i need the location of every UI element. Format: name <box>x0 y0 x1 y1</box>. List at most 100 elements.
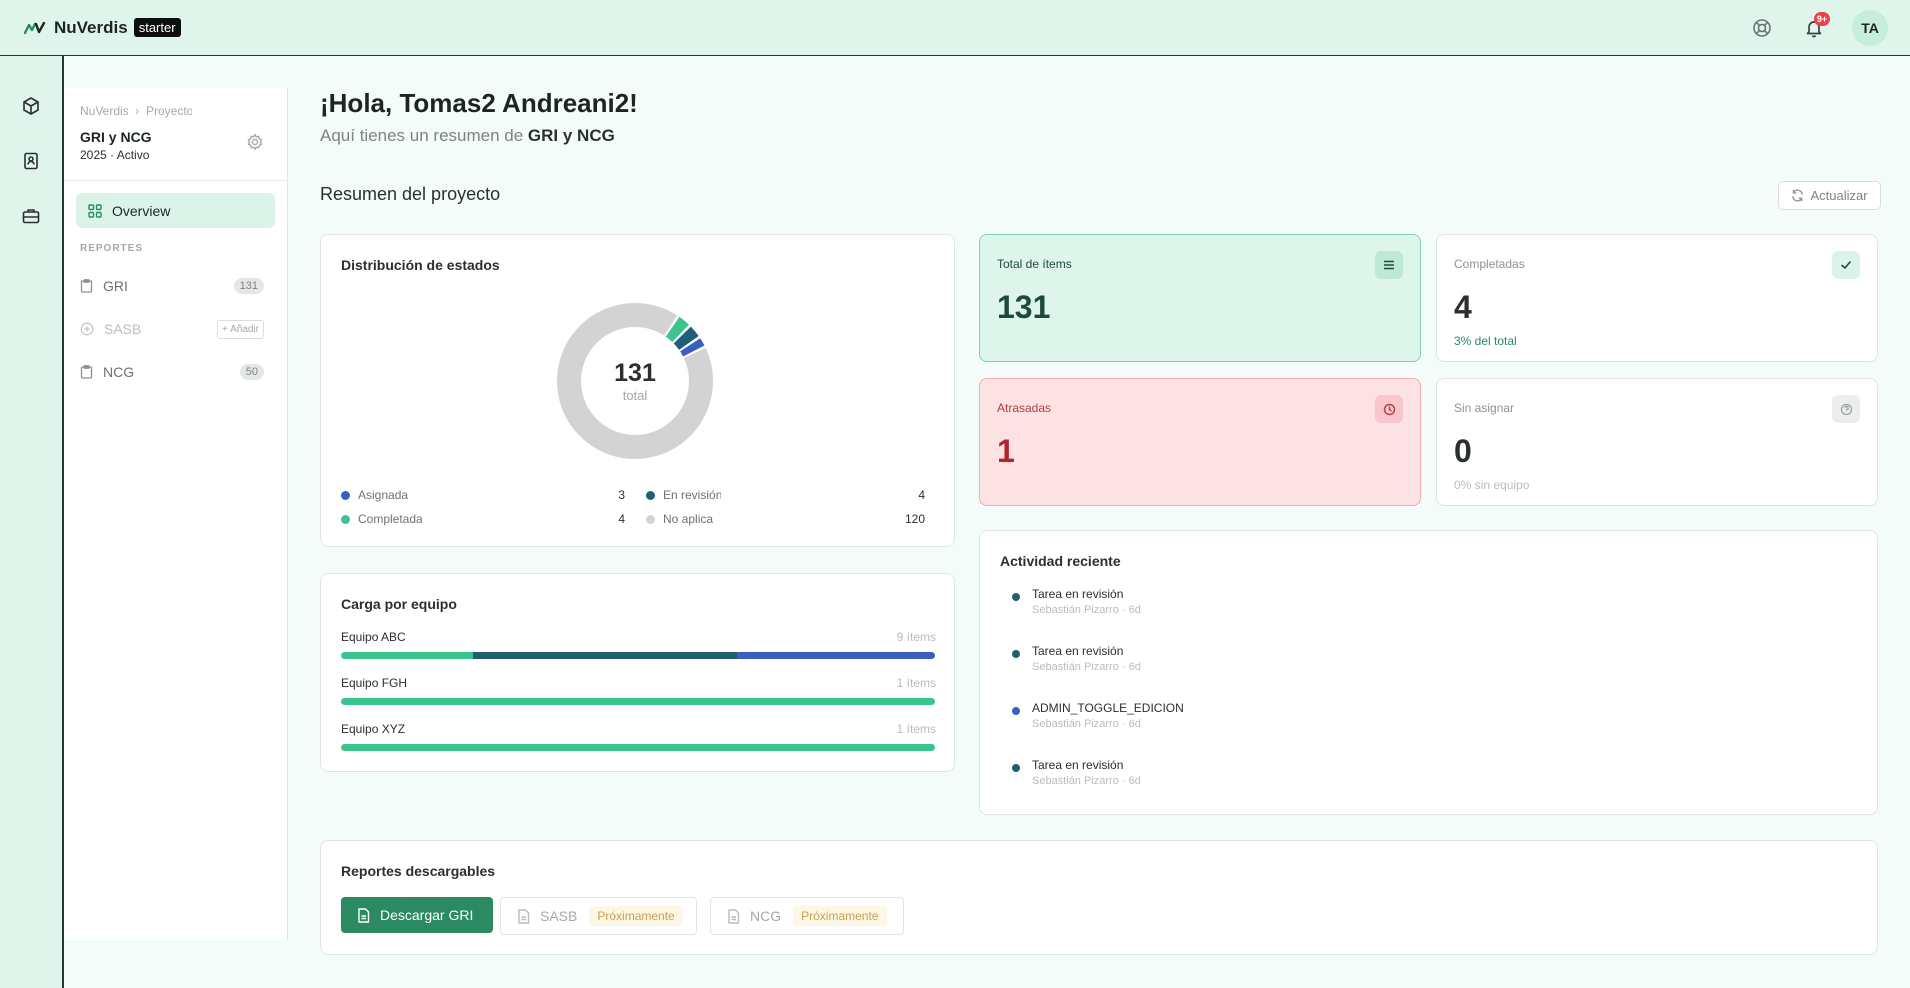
card-title: Actividad reciente <box>1000 553 1121 569</box>
team-load-bar <box>341 652 935 659</box>
plus-circle-icon <box>80 322 94 336</box>
document-icon <box>358 907 370 923</box>
brand-logo[interactable]: NuVerdis starter <box>24 18 181 38</box>
stat-label: Atrasadas <box>997 401 1052 415</box>
section-title: Resumen del proyecto <box>320 184 501 204</box>
team-name: Equipo ABC <box>341 630 406 644</box>
activity-title: Tarea en revisión <box>1032 644 1124 658</box>
download-sasb-label: SASB <box>540 908 578 924</box>
team-name: Equipo FGH <box>341 676 408 690</box>
icon-rail <box>0 56 64 988</box>
user-avatar[interactable]: TA <box>1852 10 1888 46</box>
legend-label: En revisión <box>663 488 721 502</box>
project-panel: NuVerdis › Proyectos GRI y NCG 2025 · Ac… <box>64 88 288 940</box>
legend-item-no-aplica: No aplica <box>646 512 713 526</box>
add-report-button[interactable]: + Añadir <box>217 319 264 339</box>
activity-meta: Sebastián Pizarro · 6d <box>1032 775 1141 787</box>
check-icon <box>1832 251 1860 279</box>
briefcase-icon <box>22 209 40 224</box>
rail-projects-button[interactable] <box>19 94 43 118</box>
top-bar: NuVerdis starter 9+ TA <box>0 0 1910 56</box>
legend-dot <box>646 490 655 500</box>
stat-value: 0 <box>1454 433 1472 469</box>
report-item-label: NCG <box>103 364 135 380</box>
activity-title: ADMIN_TOGGLE_EDICION <box>1032 701 1184 715</box>
report-item-label: SASB <box>104 321 142 337</box>
legend-label: Completada <box>358 512 422 526</box>
chevron-right-icon: › <box>135 104 139 118</box>
refresh-button[interactable]: Actualizar <box>1778 181 1881 210</box>
document-icon <box>518 908 530 924</box>
rail-portfolio-button[interactable] <box>19 204 43 228</box>
activity-dot <box>1012 764 1020 772</box>
legend-label: No aplica <box>663 512 713 526</box>
rail-contacts-button[interactable] <box>19 149 43 173</box>
donut-slice <box>673 326 699 351</box>
clipboard-icon <box>80 279 93 293</box>
donut-slice <box>680 338 705 357</box>
donut-slice <box>557 303 713 459</box>
subtitle-prefix: Aquí tienes un resumen de <box>320 126 524 145</box>
list-icon <box>1375 251 1403 279</box>
team-count: 1 ítems <box>896 676 936 690</box>
stat-value: 4 <box>1454 289 1472 325</box>
report-item-ncg[interactable]: NCG 50 <box>80 357 264 387</box>
card-title: Reportes descargables <box>341 863 496 879</box>
legend-value: 4 <box>618 512 625 526</box>
coming-soon-badge: Próximamente <box>589 906 683 926</box>
activity-title: Tarea en revisión <box>1032 758 1124 772</box>
help-button[interactable] <box>1748 14 1776 42</box>
refresh-icon <box>1792 189 1804 202</box>
refresh-label: Actualizar <box>1810 188 1868 203</box>
count-badge: 50 <box>239 364 264 380</box>
team-count: 1 ítems <box>896 722 936 736</box>
contact-book-icon <box>24 152 38 170</box>
page-subtitle: Aquí tienes un resumen de GRI y NCG <box>320 126 615 146</box>
breadcrumb: NuVerdis › Proyectos <box>80 104 192 118</box>
nav-overview-label: Overview <box>112 202 171 219</box>
coming-soon-badge: Próximamente <box>793 906 887 926</box>
activity-dot <box>1012 650 1020 658</box>
page-title: ¡Hola, Tomas2 Andreani2! <box>320 88 638 118</box>
donut-total-label: total <box>622 388 648 403</box>
stat-label: Completadas <box>1454 257 1525 271</box>
activity-dot <box>1012 593 1020 601</box>
stat-label: Sin asignar <box>1454 401 1515 415</box>
team-load-bar <box>341 744 935 751</box>
download-sasb-button: SASB Próximamente <box>500 897 697 935</box>
card-title: Distribución de estados <box>341 257 500 273</box>
count-badge: 131 <box>233 278 264 294</box>
team-load-card: Carga por equipo Equipo ABC 9 ítems Equi… <box>320 573 955 772</box>
activity-meta: Sebastián Pizarro · 6d <box>1032 718 1141 730</box>
legend-value: 3 <box>618 488 625 502</box>
subtitle-project: GRI y NCG <box>527 126 615 145</box>
notifications-button[interactable]: 9+ <box>1800 12 1830 42</box>
stat-foot: 3% del total <box>1454 334 1517 348</box>
nav-overview[interactable]: Overview <box>76 193 275 228</box>
report-item-gri[interactable]: GRI 131 <box>80 271 264 301</box>
download-gri-button[interactable]: Descargar GRI <box>341 897 493 933</box>
downloadable-reports-card: Reportes descargables Descargar GRI SASB… <box>320 840 1878 955</box>
panel-divider <box>64 180 288 181</box>
legend-label: Asignada <box>358 488 408 502</box>
notifications-badge: 9+ <box>1814 12 1830 26</box>
brand-name: NuVerdis <box>54 17 128 37</box>
activity-meta: Sebastián Pizarro · 6d <box>1032 604 1141 616</box>
legend-dot <box>341 490 350 500</box>
activity-list[interactable]: Tarea en revisión Sebastián Pizarro · 6d… <box>1000 587 1840 792</box>
report-item-sasb: SASB + Añadir <box>80 314 264 344</box>
breadcrumb-home-link[interactable]: NuVerdis <box>80 104 128 118</box>
team-load-segment <box>341 744 935 751</box>
legend-value: 4 <box>918 488 925 502</box>
status-donut-chart: 131 total <box>555 301 715 461</box>
report-item-label: GRI <box>103 278 128 294</box>
gear-icon[interactable] <box>246 133 264 151</box>
activity-title: Tarea en revisión <box>1032 587 1124 601</box>
legend-dot <box>341 514 350 524</box>
donut-total: 131 <box>614 359 656 387</box>
activity-meta: Sebastián Pizarro · 6d <box>1032 661 1141 673</box>
donut-slice <box>665 316 689 343</box>
breadcrumb-projects-link[interactable]: Proyectos <box>146 104 192 118</box>
unassigned-card: Sin asignar 0 0% sin equipo <box>1436 378 1878 506</box>
legend-item-completada: Completada <box>341 512 422 526</box>
